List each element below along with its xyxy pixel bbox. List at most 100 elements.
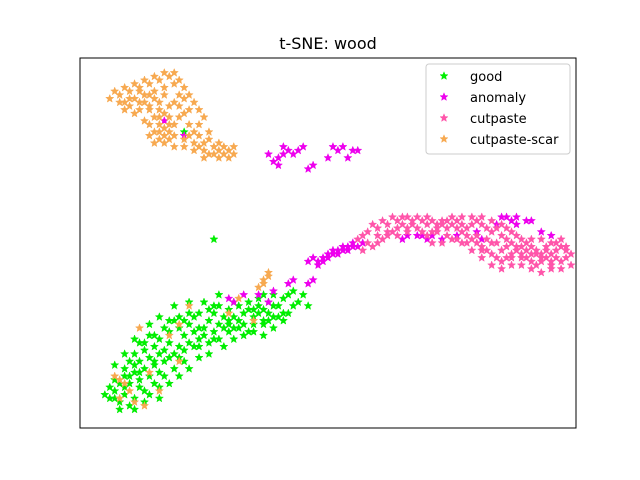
data-point xyxy=(199,112,209,122)
data-point xyxy=(119,104,130,114)
data-point xyxy=(214,289,224,299)
data-point xyxy=(209,326,219,336)
data-point xyxy=(159,323,169,333)
data-point xyxy=(184,90,194,99)
data-point xyxy=(248,304,259,314)
data-point xyxy=(273,160,284,170)
data-point xyxy=(323,153,333,162)
data-point xyxy=(402,230,413,240)
data-point xyxy=(159,82,169,92)
data-point xyxy=(501,234,512,244)
data-point xyxy=(224,308,234,318)
data-point xyxy=(144,371,155,381)
data-point xyxy=(467,219,477,229)
data-point xyxy=(298,289,308,299)
data-point xyxy=(263,315,274,325)
data-point xyxy=(164,338,174,347)
data-point xyxy=(506,252,517,262)
data-point xyxy=(214,153,224,162)
data-point xyxy=(169,67,179,77)
legend-label: anomaly xyxy=(470,91,526,106)
data-point xyxy=(159,90,169,99)
data-point xyxy=(115,393,125,403)
data-point xyxy=(139,363,150,373)
data-point xyxy=(229,334,239,344)
data-point xyxy=(139,338,150,347)
data-point xyxy=(134,104,145,114)
data-point xyxy=(149,341,160,351)
series-cutpaste-scar xyxy=(105,67,274,410)
data-point xyxy=(268,323,279,333)
data-point xyxy=(144,319,155,329)
data-point xyxy=(328,245,338,255)
data-point xyxy=(377,215,388,225)
data-point xyxy=(318,256,328,266)
data-point xyxy=(462,230,472,240)
data-point xyxy=(372,238,383,247)
data-point xyxy=(437,219,447,229)
data-point xyxy=(169,363,179,373)
data-point xyxy=(536,234,546,244)
data-point xyxy=(139,386,150,395)
data-point xyxy=(506,238,517,247)
data-point xyxy=(174,356,184,366)
data-point xyxy=(407,219,417,229)
data-point xyxy=(144,389,155,399)
data-point xyxy=(164,378,174,388)
data-point xyxy=(204,315,214,325)
data-point xyxy=(477,212,487,222)
data-point xyxy=(372,230,383,240)
data-point xyxy=(239,289,249,299)
data-point xyxy=(397,219,408,229)
data-point xyxy=(209,234,219,244)
data-point xyxy=(224,319,234,329)
data-point xyxy=(154,127,165,136)
data-point xyxy=(124,101,135,111)
data-point xyxy=(338,241,348,251)
data-point xyxy=(119,363,130,373)
data-point xyxy=(526,256,537,266)
data-point xyxy=(323,252,333,262)
data-point xyxy=(288,286,298,296)
data-point xyxy=(149,378,160,388)
data-point xyxy=(516,260,527,270)
data-point xyxy=(253,289,264,299)
data-point xyxy=(239,330,249,340)
data-point xyxy=(164,119,174,129)
data-point xyxy=(511,212,522,222)
data-point xyxy=(204,149,214,159)
data-point xyxy=(144,90,155,99)
data-point xyxy=(154,119,165,129)
chart-title: t-SNE: wood xyxy=(279,34,377,53)
data-point xyxy=(154,367,165,377)
data-point xyxy=(561,245,571,255)
data-point xyxy=(496,264,507,273)
data-point xyxy=(328,141,338,151)
data-point xyxy=(144,352,155,362)
data-point xyxy=(273,312,284,321)
data-point xyxy=(273,153,284,162)
data-point xyxy=(199,153,209,162)
data-point xyxy=(447,234,457,244)
data-point xyxy=(110,86,120,96)
data-point xyxy=(134,356,145,366)
data-point xyxy=(134,375,145,384)
data-point xyxy=(124,93,135,103)
data-point xyxy=(541,245,551,255)
data-point xyxy=(164,330,174,340)
data-point xyxy=(115,90,125,99)
data-point xyxy=(298,141,308,151)
data-point xyxy=(214,319,224,329)
data-point xyxy=(129,349,140,358)
data-point xyxy=(139,116,150,125)
data-point xyxy=(184,104,194,114)
data-point xyxy=(308,160,318,170)
legend-box xyxy=(425,63,571,155)
data-point xyxy=(154,393,165,403)
data-point xyxy=(293,297,303,307)
data-point xyxy=(164,134,174,144)
data-point xyxy=(194,352,204,362)
data-point xyxy=(566,260,576,270)
data-point xyxy=(144,130,155,140)
